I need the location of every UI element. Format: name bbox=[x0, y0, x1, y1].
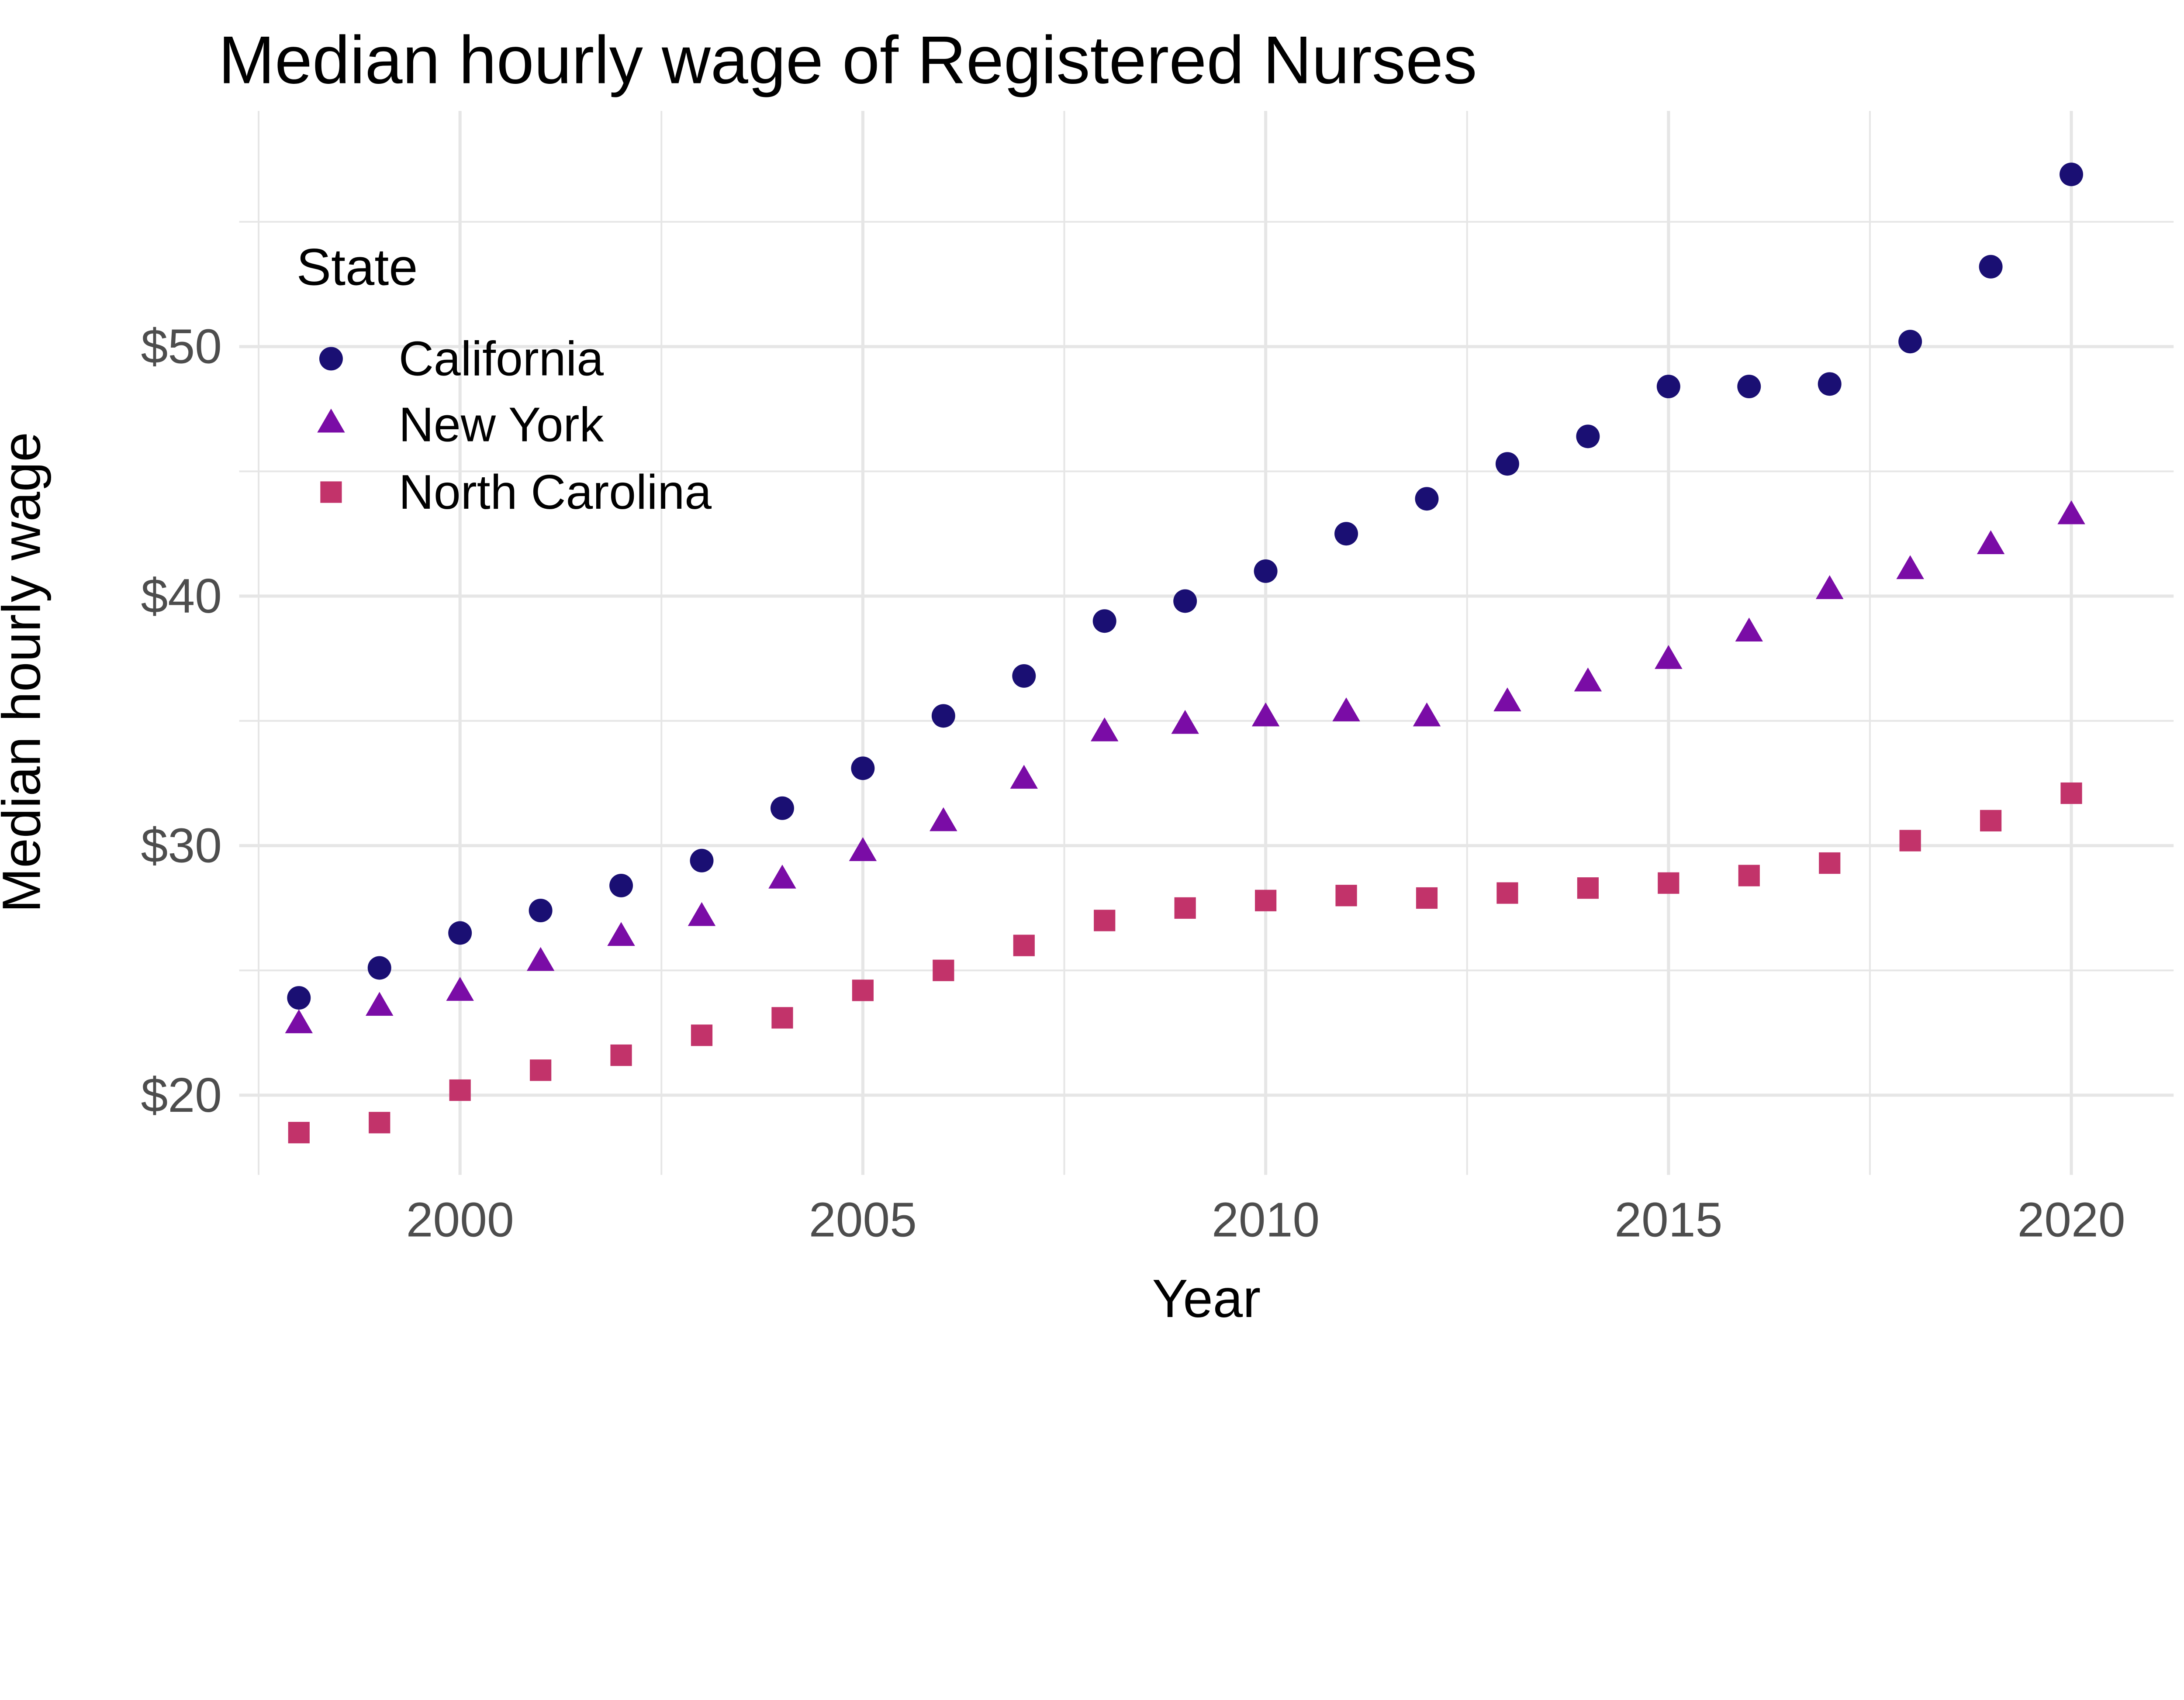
y-tick-label: $30 bbox=[141, 818, 222, 873]
data-point-north-carolina bbox=[1738, 865, 1760, 886]
data-point-north-carolina bbox=[1980, 810, 2002, 831]
data-point-california bbox=[1576, 424, 1600, 448]
data-point-new-york bbox=[446, 977, 474, 1001]
data-point-california bbox=[1334, 522, 1358, 546]
legend-key-triangle-icon bbox=[317, 408, 345, 433]
data-point-new-york bbox=[365, 992, 394, 1016]
data-point-new-york bbox=[1171, 710, 1199, 734]
chart-title: Median hourly wage of Registered Nurses bbox=[218, 22, 1477, 97]
data-point-north-carolina bbox=[1335, 885, 1357, 907]
data-point-california bbox=[609, 873, 633, 897]
data-point-california bbox=[1254, 559, 1278, 583]
data-point-north-carolina bbox=[771, 1007, 793, 1029]
data-point-california bbox=[1415, 487, 1439, 511]
data-point-new-york bbox=[1574, 667, 1602, 692]
data-point-california bbox=[851, 756, 875, 780]
data-point-north-carolina bbox=[1255, 890, 1277, 911]
data-point-california bbox=[1012, 664, 1036, 688]
major-gridlines bbox=[239, 110, 2174, 1175]
data-point-north-carolina bbox=[1094, 910, 1116, 931]
data-point-california bbox=[1818, 372, 1842, 396]
data-point-north-carolina bbox=[610, 1044, 632, 1066]
data-point-north-carolina bbox=[530, 1059, 552, 1081]
y-tick-label: $40 bbox=[141, 569, 222, 623]
data-point-california bbox=[1173, 589, 1197, 613]
data-point-california bbox=[1092, 609, 1116, 633]
legend-label-north-carolina: North Carolina bbox=[399, 465, 712, 519]
y-axis-title: Median hourly wage bbox=[0, 432, 52, 913]
data-points bbox=[285, 162, 2085, 1144]
legend-label-new-york: New York bbox=[399, 397, 604, 452]
data-point-new-york bbox=[1815, 575, 1844, 599]
legend-key-circle-icon bbox=[319, 347, 343, 371]
data-point-new-york bbox=[526, 947, 555, 971]
data-point-new-york bbox=[1735, 617, 1763, 642]
data-point-north-carolina bbox=[369, 1112, 390, 1134]
data-point-california bbox=[367, 956, 391, 980]
data-point-north-carolina bbox=[1819, 852, 1841, 874]
data-point-california bbox=[448, 921, 472, 945]
x-tick-label: 2010 bbox=[1212, 1193, 1320, 1247]
x-tick-label: 2015 bbox=[1614, 1193, 1722, 1247]
data-point-new-york bbox=[1413, 702, 1441, 727]
scatter-plot: $20 $30 $40 $50 2000 2005 2010 2015 2020 Median … bbox=[0, 22, 2174, 1329]
x-tick-label: 2005 bbox=[809, 1193, 917, 1247]
data-point-california bbox=[1656, 375, 1680, 399]
data-point-north-carolina bbox=[1577, 877, 1599, 899]
data-point-new-york bbox=[1493, 687, 1521, 712]
data-point-new-york bbox=[607, 922, 635, 946]
data-point-north-carolina bbox=[852, 979, 874, 1001]
data-point-north-carolina bbox=[449, 1079, 471, 1101]
data-point-california bbox=[1979, 255, 2003, 279]
legend-key-square-icon bbox=[320, 481, 342, 503]
data-point-new-york bbox=[1010, 765, 1038, 789]
x-tick-label: 2000 bbox=[406, 1193, 514, 1247]
y-tick-label: $20 bbox=[141, 1068, 222, 1122]
x-tick-label: 2020 bbox=[2017, 1193, 2125, 1247]
data-point-california bbox=[2060, 162, 2084, 186]
data-point-california bbox=[770, 796, 794, 820]
data-point-new-york bbox=[285, 1009, 313, 1034]
minor-gridlines bbox=[239, 110, 2174, 1175]
data-point-california bbox=[1737, 375, 1761, 399]
data-point-north-carolina bbox=[288, 1122, 310, 1144]
data-point-north-carolina bbox=[1416, 887, 1438, 909]
legend: State California New York North Carolina bbox=[297, 238, 712, 519]
legend-title: State bbox=[297, 238, 418, 296]
data-point-north-carolina bbox=[1899, 830, 1921, 852]
y-tick-label: $50 bbox=[141, 319, 222, 374]
data-point-california bbox=[287, 986, 311, 1010]
data-point-california bbox=[690, 848, 714, 872]
data-point-north-carolina bbox=[691, 1024, 713, 1046]
data-point-new-york bbox=[1977, 530, 2005, 555]
data-point-north-carolina bbox=[2060, 782, 2082, 804]
axis-tick-labels: $20 $30 $40 $50 2000 2005 2010 2015 2020 bbox=[141, 319, 2125, 1247]
data-point-north-carolina bbox=[1496, 882, 1518, 904]
data-point-california bbox=[1898, 330, 1922, 354]
data-point-new-york bbox=[1332, 697, 1360, 721]
data-point-north-carolina bbox=[1174, 897, 1196, 919]
data-point-new-york bbox=[688, 902, 716, 926]
data-point-new-york bbox=[930, 807, 957, 831]
data-point-new-york bbox=[2057, 500, 2085, 524]
data-point-new-york bbox=[849, 837, 877, 861]
data-point-california bbox=[931, 704, 955, 728]
data-point-new-york bbox=[1655, 645, 1683, 669]
data-point-north-carolina bbox=[1658, 872, 1679, 894]
data-point-new-york bbox=[1251, 702, 1280, 727]
data-point-california bbox=[529, 899, 553, 923]
x-axis-title: Year bbox=[1152, 1269, 1261, 1329]
data-point-north-carolina bbox=[1013, 934, 1035, 956]
data-point-new-york bbox=[768, 864, 796, 889]
data-point-california bbox=[1495, 452, 1519, 476]
chart-container: $20 $30 $40 $50 2000 2005 2010 2015 2020 Median … bbox=[0, 22, 2174, 1329]
data-point-north-carolina bbox=[933, 959, 954, 981]
legend-label-california: California bbox=[399, 331, 604, 386]
data-point-new-york bbox=[1090, 717, 1119, 741]
data-point-new-york bbox=[1896, 555, 1924, 579]
